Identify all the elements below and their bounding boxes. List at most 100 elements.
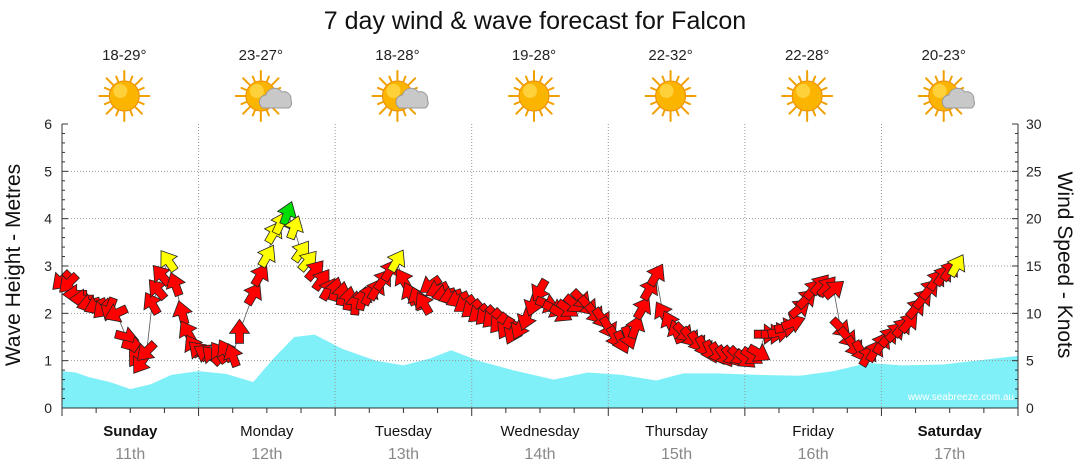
temperature-row: 18-29° 23-27° 18-28° 19-28° 22-32° 22-28° 20-2… [102, 47, 966, 64]
cloud-shape [941, 87, 975, 109]
left-tick-label: 0 [44, 400, 52, 416]
wind-arrow [632, 296, 652, 321]
sun-ray [650, 86, 657, 91]
day-date-label: 12th [251, 446, 282, 463]
wind-arrow [946, 254, 966, 279]
day-name-label: Sunday [103, 423, 158, 440]
sun-ray [817, 106, 826, 115]
day-temperature: 22-32° [648, 47, 692, 64]
sun-ray [515, 106, 524, 115]
sun-highlight [659, 84, 674, 98]
sun-cloud-icon [371, 70, 429, 122]
left-tick-label: 4 [44, 211, 52, 227]
wind-arrows [52, 201, 966, 374]
wind-arrow [297, 250, 317, 273]
sun-ray [820, 86, 828, 91]
sun-ray [661, 109, 666, 117]
sun-ray [788, 77, 797, 86]
cloud-shape [395, 87, 429, 109]
day-temperature: 18-28° [375, 47, 419, 64]
cloud-shape [258, 87, 293, 109]
sun-ray [651, 106, 661, 115]
sun-ray [817, 77, 826, 86]
sun-ray [544, 106, 553, 115]
day-name-label: Friday [792, 423, 834, 440]
sun-ray [378, 77, 388, 86]
sun-icon [98, 70, 151, 122]
sun-ray [402, 75, 407, 83]
sun-ray [513, 101, 521, 106]
wind-arrow [646, 263, 665, 288]
sun-ray [923, 101, 930, 106]
day-date-label: 16th [798, 446, 829, 463]
left-tick-label: 1 [44, 353, 52, 369]
day-temperature: 23-27° [239, 47, 283, 64]
wind-arrow [143, 292, 163, 316]
sun-icon [508, 70, 560, 122]
sun-ray [103, 101, 111, 106]
wind-arrow [386, 249, 406, 274]
sun-ray [547, 101, 555, 106]
sun-ray [134, 77, 143, 86]
wind-arrow [304, 260, 324, 283]
right-tick-label: 25 [1026, 163, 1042, 179]
day-axis: Sunday 11th Monday 12th Tuesday 13th Wednesday… [103, 423, 982, 463]
wind-arrow [311, 268, 330, 293]
wind-arrow [283, 215, 304, 241]
sun-ray [798, 75, 803, 83]
sun-ray [798, 109, 803, 117]
sun-ray [788, 106, 797, 115]
right-tick-label: 30 [1026, 116, 1042, 132]
sun-ray [105, 77, 114, 86]
sun-ray [544, 77, 553, 86]
sun-ray [242, 77, 251, 86]
sun-ray [513, 86, 521, 91]
sun-ray [115, 75, 120, 83]
sun-highlight [386, 84, 401, 98]
sun-ray [948, 109, 953, 117]
right-tick-label: 20 [1026, 211, 1042, 227]
sun-cloud-icon [234, 70, 293, 122]
sun-ray [271, 77, 280, 86]
sun-ray [240, 86, 248, 91]
wind-arrow [148, 279, 169, 302]
sun-ray [129, 75, 134, 83]
day-temperature: 19-28° [512, 47, 556, 64]
sun-ray [138, 86, 145, 91]
sun-ray [786, 86, 794, 91]
sun-ray [786, 101, 794, 106]
chart-title: 7 day wind & wave forecast for Falcon [324, 7, 746, 35]
sun-ray [934, 109, 939, 117]
sun-ray [265, 75, 270, 83]
day-name-label: Saturday [918, 423, 983, 440]
wind-arrow [165, 272, 187, 298]
right-tick-label: 5 [1026, 353, 1034, 369]
day-temperature: 22-28° [785, 47, 829, 64]
left-tick-label: 2 [44, 305, 52, 321]
wind-arrow [228, 318, 251, 344]
wind-arrow [780, 313, 806, 334]
day-date-label: 13th [388, 446, 419, 463]
sun-ray [651, 77, 661, 86]
sun-ray [388, 109, 393, 117]
sun-ray [925, 77, 934, 86]
sun-ray [820, 101, 828, 106]
sun-ray [515, 77, 524, 86]
day-name-label: Wednesday [501, 423, 580, 440]
left-axis-label: Wave Height - Metres [2, 164, 25, 366]
sun-ray [251, 109, 256, 117]
sun-highlight [249, 84, 264, 98]
sun-highlight [113, 84, 128, 98]
sun-ray [129, 109, 134, 117]
sun-ray [138, 101, 145, 106]
wind-arrow [243, 282, 262, 307]
wind-arrow [256, 244, 276, 269]
sun-ray [377, 101, 384, 106]
wave-height-area [62, 334, 1018, 408]
sun-ray [923, 86, 930, 91]
sun-ray [251, 75, 256, 83]
wind-arrow [531, 277, 551, 302]
wind-arrow [415, 292, 434, 316]
sun-ray [377, 86, 384, 91]
sun-ray [812, 109, 817, 117]
